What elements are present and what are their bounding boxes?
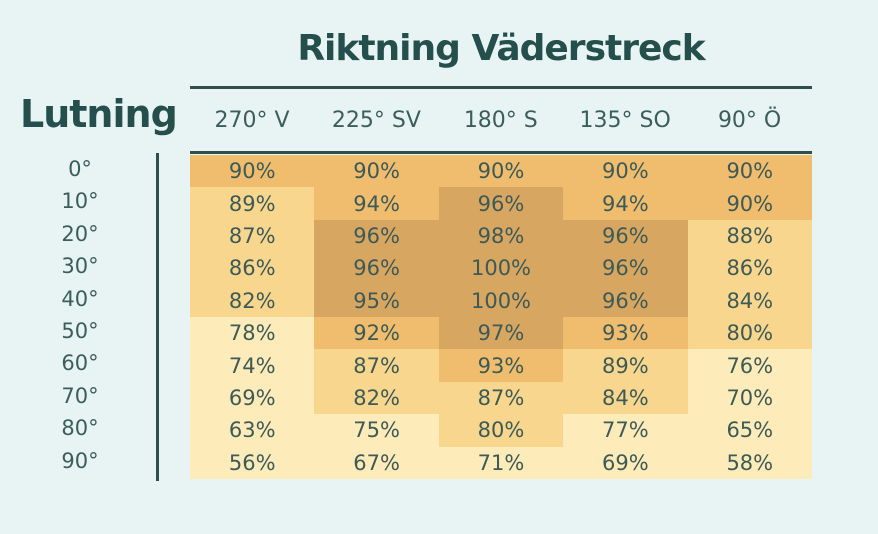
heatmap-cell: 96% — [563, 284, 688, 317]
heatmap-cell: 98% — [438, 219, 564, 253]
heatmap-cell: 58% — [687, 446, 812, 479]
heatmap-cell: 95% — [314, 284, 439, 317]
column-header: 225° SV — [331, 108, 421, 133]
row-axis-rule — [156, 153, 159, 481]
heatmap-cell: 90% — [687, 155, 812, 188]
heatmap-cell: 86% — [190, 252, 315, 285]
column-header: 90° Ö — [717, 108, 782, 133]
heatmap-cell: 63% — [190, 414, 315, 447]
heatmap-cell: 96% — [438, 187, 564, 220]
heatmap-cell: 90% — [563, 155, 688, 188]
heatmap-cell: 90% — [438, 155, 564, 188]
heatmap-cell: 87% — [314, 349, 439, 382]
heatmap-cell: 82% — [190, 284, 315, 317]
heatmap-cell: 71% — [438, 446, 564, 479]
heatmap-cell: 100% — [438, 284, 564, 317]
heatmap-cell: 89% — [190, 187, 315, 220]
heatmap-cell: 77% — [563, 414, 688, 447]
row-label: 40° — [61, 286, 99, 311]
heatmap-cell: 86% — [687, 252, 812, 285]
row-label: 70° — [61, 383, 99, 408]
column-header: 180° S — [463, 108, 538, 133]
heatmap-cell: 93% — [563, 317, 688, 350]
heatmap-cell: 96% — [314, 219, 439, 253]
heatmap-cell: 69% — [190, 381, 315, 415]
heatmap-cell: 96% — [314, 252, 439, 285]
row-label: 30° — [61, 254, 99, 279]
heatmap-cell: 74% — [190, 349, 315, 382]
column-header: 270° V — [214, 108, 290, 133]
heatmap-cell: 67% — [314, 446, 439, 479]
heatmap-cell: 93% — [438, 349, 564, 382]
heatmap-cell: 84% — [687, 284, 812, 317]
row-label: 90° — [61, 448, 99, 473]
header-rule — [190, 151, 812, 154]
row-label: 20° — [61, 221, 99, 246]
chart-title: Riktning Väderstreck — [297, 28, 705, 69]
heatmap-cell: 82% — [314, 381, 439, 415]
heatmap-cell: 90% — [190, 155, 315, 188]
row-label: 50° — [61, 319, 99, 343]
row-label: 80° — [61, 416, 99, 441]
heatmap-cell: 94% — [314, 187, 439, 220]
heatmap-cell: 97% — [438, 317, 564, 350]
row-label: 0° — [68, 157, 92, 181]
heatmap-cell: 76% — [687, 349, 812, 382]
heatmap-cell: 92% — [314, 317, 439, 350]
column-header: 135° SO — [579, 108, 671, 133]
heatmap-cell: 90% — [314, 155, 439, 188]
heatmap-cell: 87% — [190, 219, 315, 253]
heatmap-cell: 96% — [563, 219, 688, 253]
heatmap-cell: 88% — [687, 219, 812, 253]
heatmap-cell: 84% — [563, 381, 688, 415]
heatmap-cell: 56% — [190, 446, 315, 479]
heatmap-cell: 69% — [563, 446, 688, 479]
heatmap-cell: 78% — [190, 317, 315, 350]
heatmap-cell: 75% — [314, 414, 439, 447]
heatmap-cell: 94% — [563, 187, 688, 220]
heatmap-cell: 100% — [438, 252, 564, 285]
heatmap-cell: 96% — [563, 252, 688, 285]
heatmap-cell: 80% — [438, 414, 564, 447]
row-label: 10° — [61, 189, 99, 214]
row-axis-title: Lutning — [20, 92, 178, 136]
row-label: 60° — [61, 351, 99, 376]
heatmap-cell: 87% — [438, 381, 564, 415]
heatmap-cell: 70% — [687, 381, 812, 415]
heatmap-cell: 65% — [687, 414, 812, 447]
heatmap-cell: 90% — [687, 187, 812, 220]
title-rule — [190, 86, 812, 89]
heatmap-cell: 89% — [563, 349, 688, 382]
heatmap-cell: 80% — [687, 317, 812, 350]
